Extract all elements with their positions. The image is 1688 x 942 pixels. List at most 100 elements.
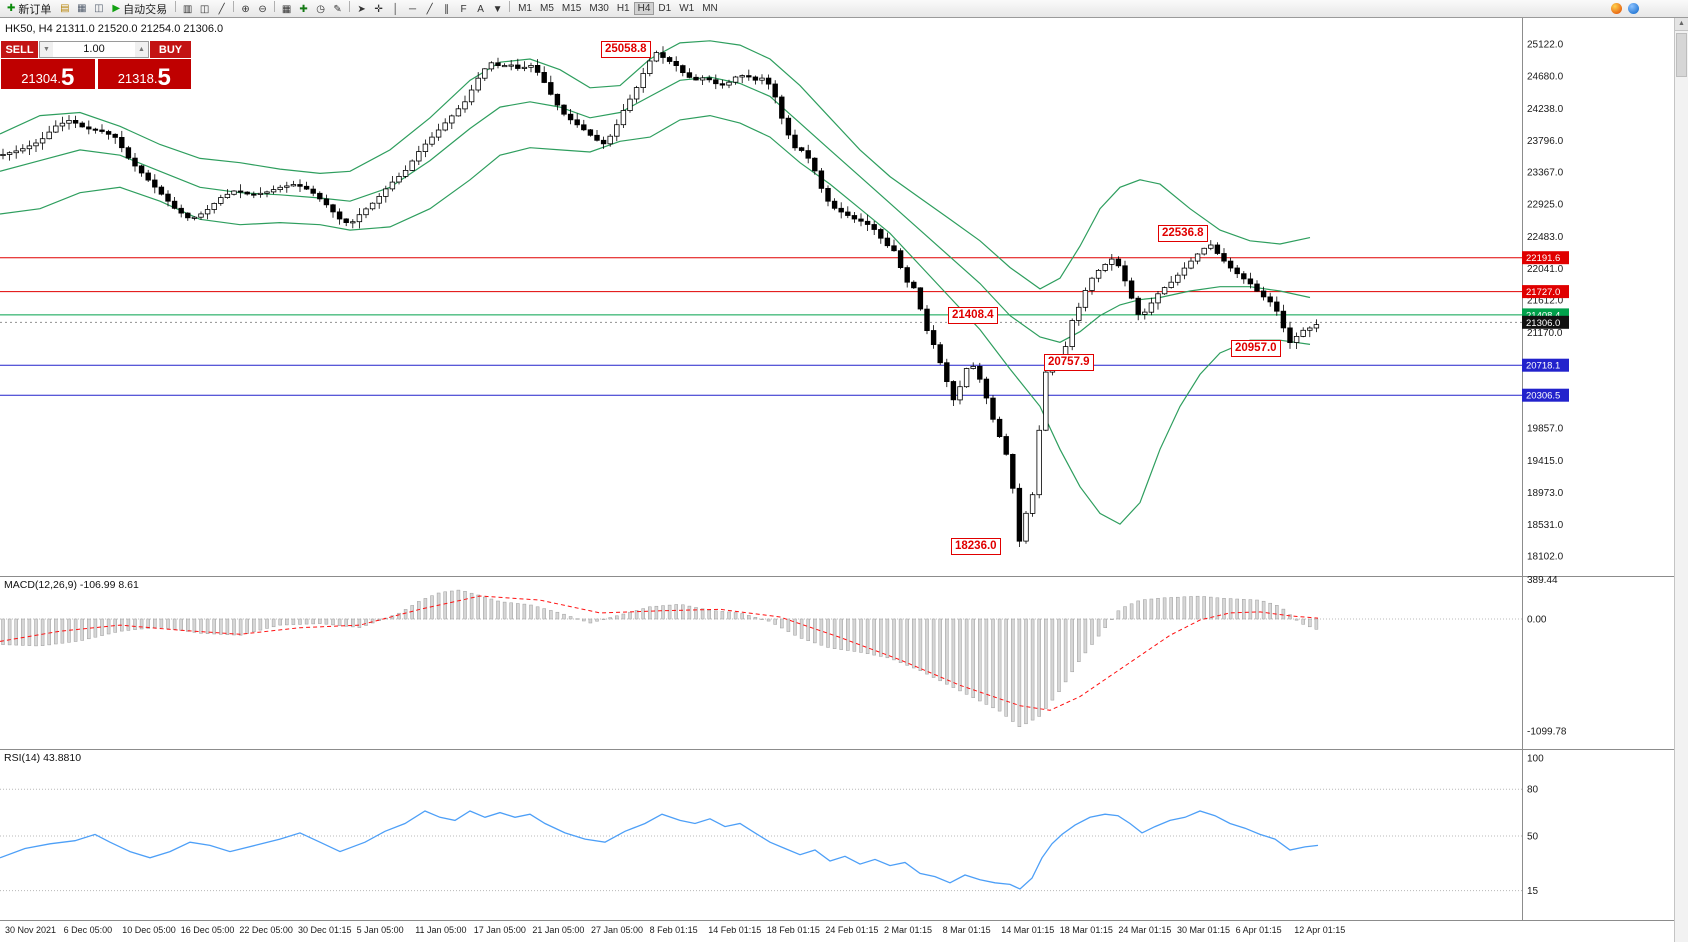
timeframe-bar: M1 M5 M15 M30 H1 H4 D1 W1 MN	[514, 2, 722, 15]
market-watch-icon[interactable]: ▦	[77, 3, 87, 14]
horizontal-line-icon[interactable]: ─	[409, 3, 417, 15]
time-axis-label: 14 Mar 01:15	[1001, 925, 1054, 935]
autotrading-button[interactable]: ▶ 自动交易	[108, 1, 171, 16]
timeframe-button-m5[interactable]: M5	[540, 3, 554, 14]
time-axis-label: 30 Mar 01:15	[1177, 925, 1230, 935]
scrollbar-thumb[interactable]	[1676, 33, 1687, 77]
price-tick-label: 24680.0	[1527, 72, 1564, 83]
price-tag	[1522, 285, 1569, 299]
toolbar-separator	[509, 0, 511, 12]
volume-decrease-button[interactable]: ▼	[40, 42, 53, 57]
zoom-in-icon[interactable]: ⊕	[241, 3, 250, 15]
text-icon[interactable]: A	[477, 3, 484, 15]
buy-price-box[interactable]: 21318. 5	[97, 59, 191, 91]
new-order-button[interactable]: ✚ 新订单	[3, 1, 55, 16]
timeframe-button-w1[interactable]: W1	[679, 3, 695, 14]
price-tick-label: 19415.0	[1527, 456, 1564, 467]
periods-icon[interactable]: ◷	[316, 3, 325, 15]
price-label-annotation[interactable]: 18236.0	[951, 538, 1001, 555]
timeframe-button-m30[interactable]: M30	[589, 3, 609, 14]
shapes-icon[interactable]: ▼	[492, 3, 503, 15]
timeframe-button-d1[interactable]: D1	[658, 3, 672, 14]
vertical-line-icon[interactable]: │	[392, 3, 399, 15]
price-tag	[1522, 388, 1569, 402]
templates-icon[interactable]: ✎	[333, 3, 342, 15]
time-axis-label: 16 Dec 05:00	[181, 925, 235, 935]
price-label-annotation[interactable]: 25058.8	[601, 41, 651, 58]
macd-signal-line	[0, 595, 1319, 711]
indicators-icon[interactable]: ✚	[299, 3, 308, 15]
cursor-icon[interactable]: ➤	[357, 3, 366, 15]
zoom-out-icon[interactable]: ⊖	[258, 3, 267, 15]
sell-price-box[interactable]: 21304. 5	[1, 59, 95, 91]
price-tag-label: 22191.6	[1526, 253, 1560, 264]
price-tag-label: 21727.0	[1526, 287, 1560, 298]
time-axis-label: 30 Dec 01:15	[298, 925, 352, 935]
timeframe-button-h4[interactable]: H4	[633, 2, 655, 15]
bar-chart-icon[interactable]: ▥	[182, 3, 193, 15]
volume-increase-button[interactable]: ▲	[135, 42, 148, 57]
time-axis-label: 10 Dec 05:00	[122, 925, 176, 935]
sell-price-main: 21304.	[21, 71, 61, 86]
rsi-axis-label: 100	[1527, 754, 1544, 765]
time-axis-label: 12 Apr 01:15	[1294, 925, 1345, 935]
volume-stepper: ▼ 1.00 ▲	[39, 41, 149, 58]
time-axis-label: 8 Feb 01:15	[650, 925, 698, 935]
rsi-indicator-header: RSI(14) 43.8810	[4, 752, 82, 764]
volume-value[interactable]: 1.00	[83, 43, 105, 55]
autotrading-icon: ▶	[112, 3, 121, 14]
price-label-annotation[interactable]: 22536.8	[1158, 225, 1208, 242]
timeframe-button-m1[interactable]: M1	[518, 3, 532, 14]
price-tick-label: 19857.0	[1527, 424, 1564, 435]
price-tag-label: 21306.0	[1526, 318, 1560, 329]
price-tag	[1522, 358, 1569, 372]
price-tick-label: 23367.0	[1527, 168, 1564, 179]
macd-axis-label: 389.44	[1527, 575, 1558, 586]
price-label-annotation[interactable]: 20957.0	[1231, 340, 1281, 357]
sell-button[interactable]: SELL	[1, 41, 38, 58]
crosshair-icon[interactable]: ✛	[374, 3, 383, 15]
buy-button[interactable]: BUY	[150, 41, 191, 58]
rsi-line	[0, 810, 1319, 890]
bollinger-upper-band	[0, 40, 1311, 290]
time-axis-label: 11 Jan 05:00	[415, 925, 466, 935]
community-icon[interactable]	[1628, 3, 1639, 14]
tile-windows-icon[interactable]: ▦	[281, 3, 292, 15]
price-tick-label: 18973.0	[1527, 488, 1564, 499]
price-tick-label: 25122.0	[1527, 40, 1564, 51]
news-icon[interactable]	[1611, 3, 1622, 14]
price-label-annotation[interactable]: 21408.4	[948, 307, 998, 324]
timeframe-button-h1[interactable]: H1	[616, 3, 630, 14]
sell-price-big-digit: 5	[60, 64, 75, 91]
time-axis-label: 8 Mar 01:15	[943, 925, 991, 935]
price-tick-label: 21612.0	[1527, 296, 1564, 307]
time-axis-label: 22 Dec 05:00	[239, 925, 293, 935]
top-toolbar: ✚ 新订单 ▤ ▦ ◫ ▶ 自动交易 ▥ ◫ ╱ ⊕ ⊖ ▦ ✚ ◷ ✎ ➤ ✛ │ ─ ╱ ∥ F A ▼ M1 M5…	[0, 0, 1688, 18]
trendline-icon[interactable]: ╱	[426, 3, 433, 15]
navigator-icon[interactable]: ◫	[94, 3, 104, 14]
time-axis-label: 18 Feb 01:15	[767, 925, 820, 935]
time-axis-label: 27 Jan 05:00	[591, 925, 643, 935]
candle-chart-icon[interactable]: ◫	[199, 3, 210, 15]
price-tag	[1522, 251, 1569, 265]
timeframe-button-mn[interactable]: MN	[702, 3, 718, 14]
channel-icon[interactable]: ∥	[444, 3, 450, 15]
scroll-up-icon[interactable]: ▲	[1675, 17, 1688, 31]
timeframe-button-m15[interactable]: M15	[561, 3, 582, 14]
charts-icon[interactable]: ▤	[60, 3, 70, 14]
vertical-scrollbar[interactable]: ▲	[1674, 17, 1688, 942]
toolbar-separator	[274, 0, 276, 12]
time-axis-label: 24 Mar 01:15	[1118, 925, 1171, 935]
rsi-axis-label: 50	[1527, 832, 1539, 843]
buy-price-main: 21318.	[117, 71, 158, 86]
price-tick-label: 18102.0	[1527, 552, 1564, 563]
price-tag-label: 20718.1	[1526, 361, 1560, 372]
price-tick-label: 24238.0	[1527, 104, 1564, 115]
fibonacci-icon[interactable]: F	[460, 3, 467, 15]
buy-price-big-digit: 5	[157, 64, 171, 91]
macd-histogram	[1, 589, 1319, 727]
one-click-trading-panel: SELL ▼ 1.00 ▲ BUY 21304. 5 21318. 5	[1, 41, 191, 91]
line-chart-icon[interactable]: ╱	[218, 3, 225, 15]
price-label-annotation[interactable]: 20757.9	[1044, 354, 1094, 371]
